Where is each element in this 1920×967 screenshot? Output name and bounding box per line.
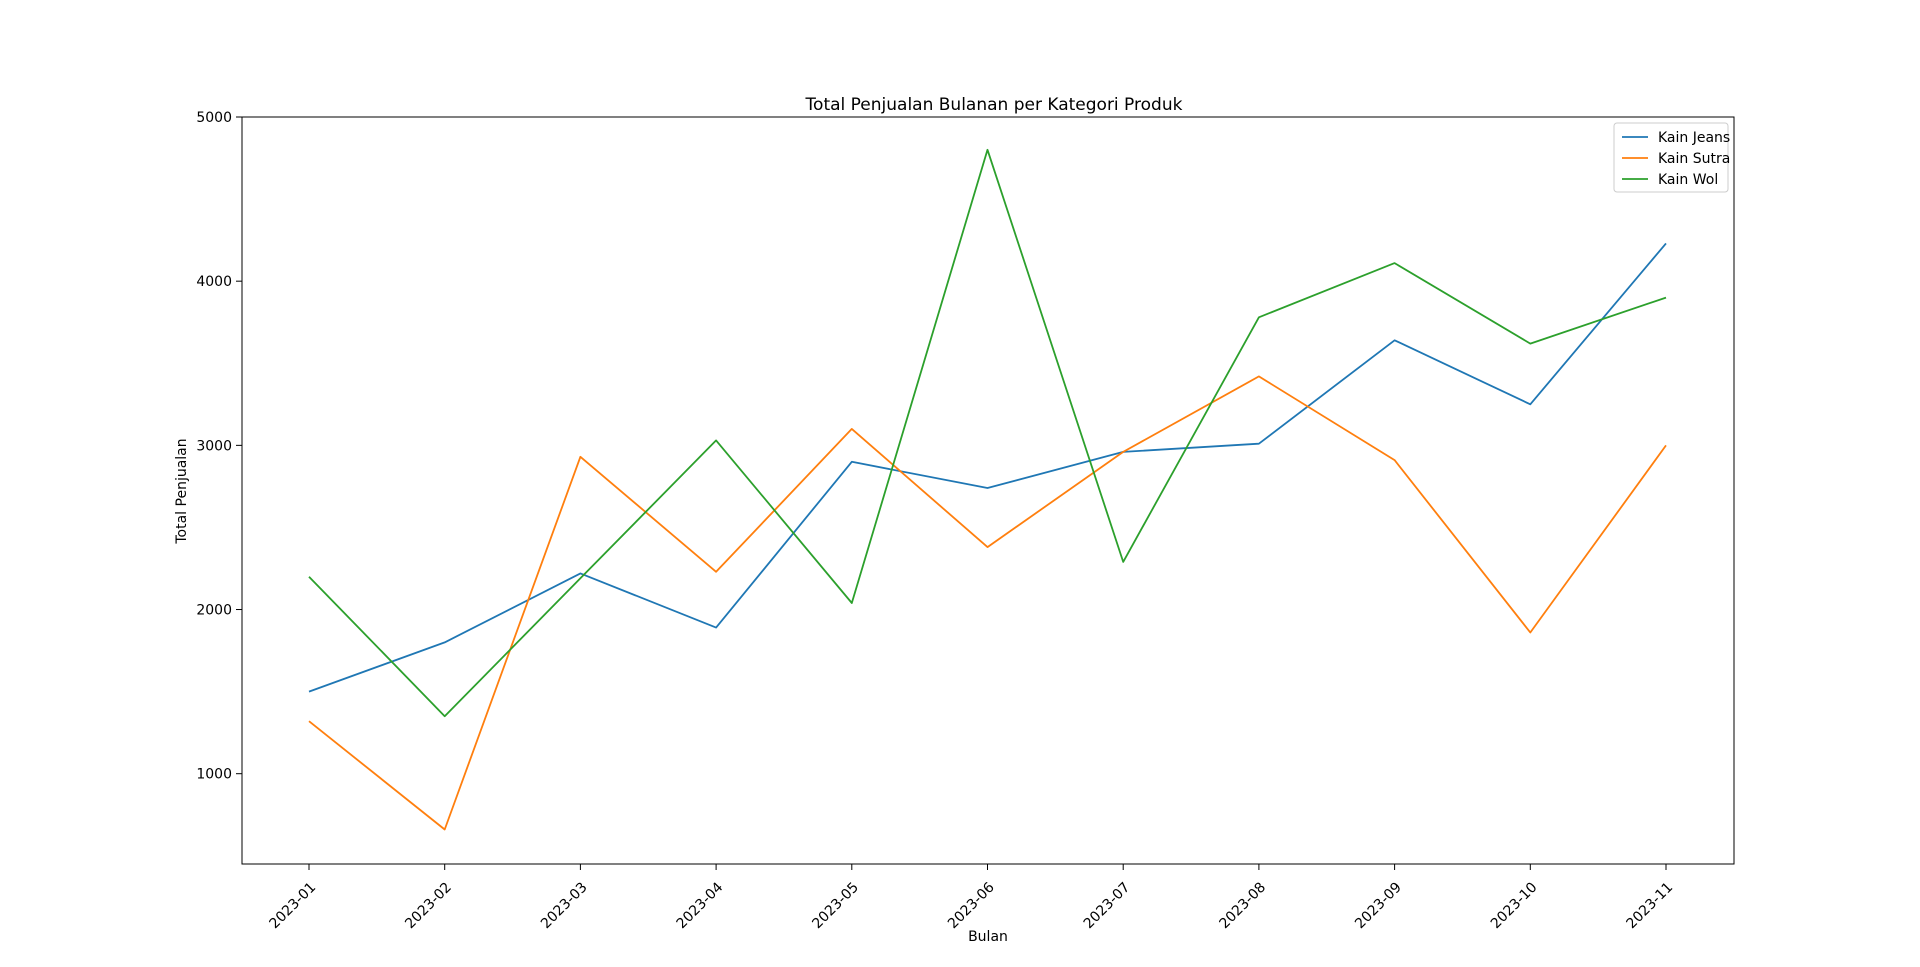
- plot-frame: [241, 116, 1735, 865]
- legend-label: Kain Jeans: [1658, 130, 1730, 146]
- legend-box: [1613, 122, 1729, 193]
- series-layer: [308, 148, 1667, 831]
- x-tick-label: 2023-05: [809, 879, 862, 932]
- legend: Kain Jeans Kain Sutra Kain Wol: [1613, 122, 1730, 193]
- y-axis-label: Total Penjualan: [174, 438, 190, 544]
- x-tick-label: 2023-03: [538, 879, 591, 932]
- y-tick-label: 4000: [196, 274, 232, 290]
- chart-title: Total Penjualan Bulanan per Kategori Pro…: [805, 95, 1183, 115]
- x-tick-label: 2023-06: [945, 879, 998, 932]
- legend-label: Kain Wol: [1658, 172, 1718, 188]
- x-tick-label: 2023-08: [1216, 879, 1269, 932]
- x-tick-label: 2023-10: [1488, 879, 1541, 932]
- x-tick-label: 2023-07: [1081, 879, 1134, 932]
- y-tick-label: 1000: [196, 767, 232, 783]
- y-tick-label: 5000: [196, 110, 232, 126]
- series-line-kain-sutra: [308, 375, 1667, 831]
- x-tick-label: 2023-11: [1624, 879, 1677, 932]
- series-line-kain-wol: [308, 148, 1667, 718]
- x-axis-label: Bulan: [968, 929, 1008, 945]
- x-tick-label: 2023-02: [402, 879, 455, 932]
- x-tick-label: 2023-04: [674, 879, 727, 932]
- series-line-kain-jeans: [308, 242, 1667, 693]
- x-tick-label: 2023-01: [267, 879, 320, 932]
- y-tick-label: 2000: [196, 603, 232, 619]
- y-tick-label: 3000: [196, 438, 232, 454]
- legend-label: Kain Sutra: [1658, 151, 1730, 167]
- x-tick-label: 2023-09: [1352, 879, 1405, 932]
